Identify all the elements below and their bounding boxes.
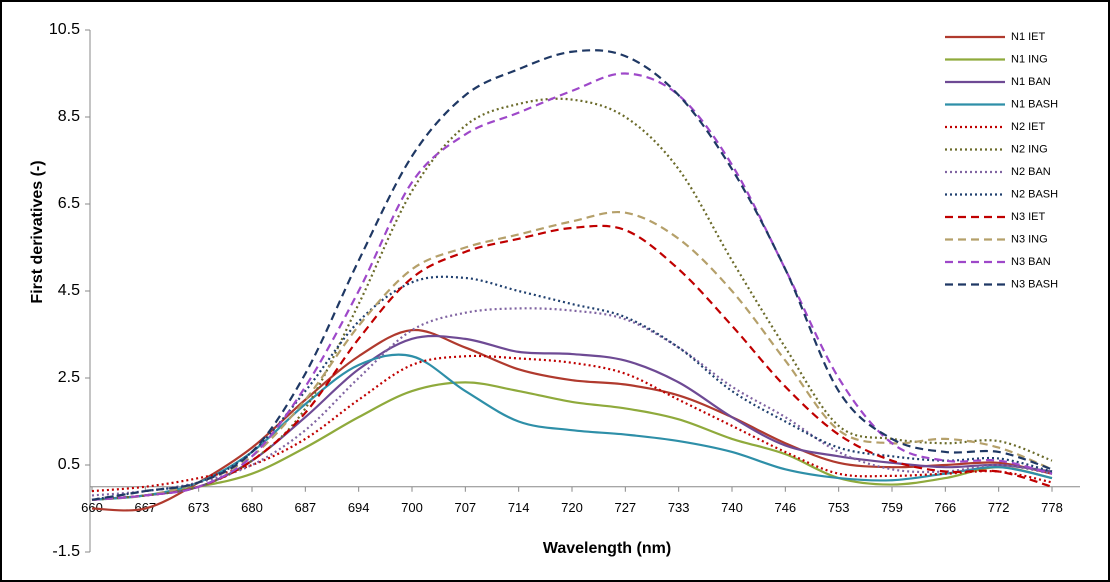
- x-axis-label: Wavelength (nm): [543, 540, 671, 557]
- data-line: [91, 381, 1053, 501]
- x-tick-label: 700: [401, 500, 423, 515]
- x-tick-label: 707: [454, 500, 476, 515]
- legend-label: N1 ING: [1011, 53, 1048, 65]
- x-tick-label: 740: [721, 500, 743, 515]
- x-tick-label: 673: [188, 500, 210, 515]
- y-tick-label: 6.5: [58, 195, 80, 212]
- legend-label: N3 BAN: [1011, 256, 1051, 268]
- x-tick-label: 766: [934, 500, 956, 515]
- x-tick-label: 680: [241, 500, 263, 515]
- legend-label: N1 IET: [1011, 31, 1046, 43]
- legend-label: N3 IET: [1011, 211, 1046, 223]
- x-tick-label: 772: [988, 500, 1010, 515]
- x-tick-label: 694: [348, 500, 370, 515]
- x-tick-label: 733: [668, 500, 690, 515]
- data-line: [91, 329, 1053, 512]
- x-tick-label: 778: [1041, 500, 1063, 515]
- y-tick-label: 4.5: [58, 282, 80, 299]
- x-tick-label: 746: [774, 500, 796, 515]
- x-tick-label: 720: [561, 500, 583, 515]
- x-tick-label: 687: [294, 500, 316, 515]
- legend-label: N1 BAN: [1011, 76, 1051, 88]
- data-line: [91, 97, 1053, 501]
- y-axis-label: First derivatives (-): [29, 160, 46, 303]
- data-line: [91, 224, 1053, 501]
- data-line: [91, 72, 1053, 501]
- legend-label: N3 BASH: [1011, 278, 1058, 290]
- y-tick-label: 10.5: [49, 21, 80, 38]
- x-tick-label: 727: [614, 500, 636, 515]
- y-tick-label: 2.5: [58, 369, 80, 386]
- legend-label: N2 ING: [1011, 143, 1048, 155]
- data-line: [91, 334, 1053, 501]
- x-tick-label: 759: [881, 500, 903, 515]
- legend-label: N2 BAN: [1011, 166, 1051, 178]
- y-tick-label: -1.5: [52, 543, 80, 560]
- legend-label: N2 BASH: [1011, 188, 1058, 200]
- y-tick-label: 0.5: [58, 456, 80, 473]
- legend-label: N1 BASH: [1011, 98, 1058, 110]
- y-tick-label: 8.5: [58, 108, 80, 125]
- legend-label: N2 IET: [1011, 121, 1046, 133]
- x-tick-label: 753: [828, 500, 850, 515]
- data-line: [91, 49, 1053, 501]
- x-tick-label: 714: [508, 500, 530, 515]
- legend-label: N3 ING: [1011, 233, 1048, 245]
